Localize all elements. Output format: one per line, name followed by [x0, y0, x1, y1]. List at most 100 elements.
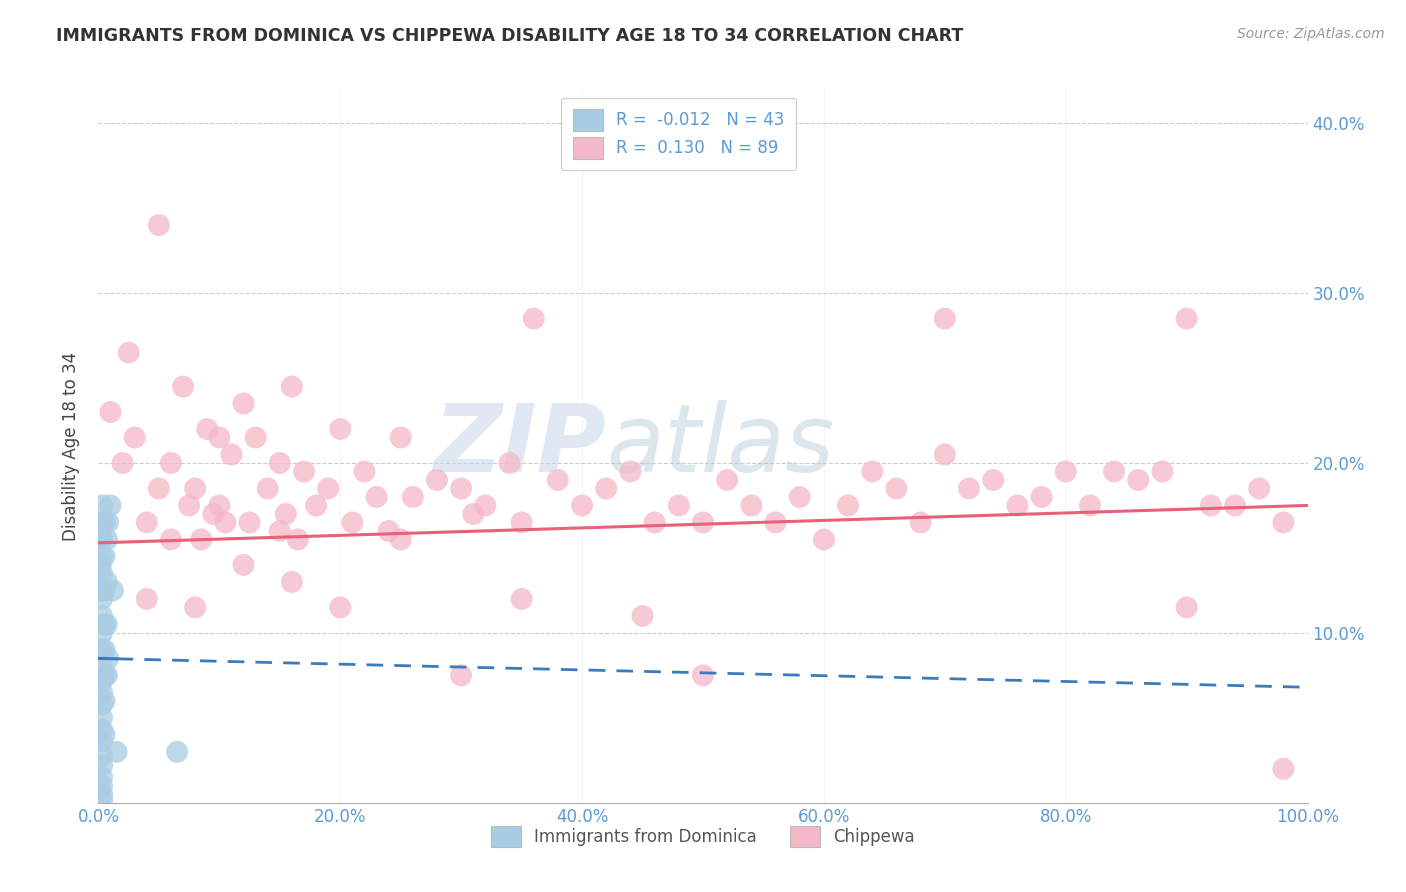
Point	[510, 591, 533, 606]
Y-axis label: Disability Age 18 to 34: Disability Age 18 to 34	[62, 351, 80, 541]
Point	[93, 728, 115, 742]
Point	[208, 430, 231, 444]
Point	[269, 524, 291, 538]
Point	[93, 694, 115, 708]
Point	[245, 430, 267, 444]
Point	[547, 473, 569, 487]
Point	[135, 516, 157, 530]
Point	[1128, 473, 1150, 487]
Point	[93, 549, 115, 564]
Point	[91, 549, 114, 564]
Point	[96, 617, 118, 632]
Point	[91, 792, 114, 806]
Point	[1102, 465, 1125, 479]
Point	[91, 711, 114, 725]
Point	[789, 490, 811, 504]
Point	[644, 516, 666, 530]
Point	[202, 507, 225, 521]
Point	[100, 499, 122, 513]
Point	[1031, 490, 1053, 504]
Point	[93, 583, 115, 598]
Point	[910, 516, 932, 530]
Point	[91, 660, 114, 674]
Point	[91, 626, 114, 640]
Point	[97, 516, 120, 530]
Point	[316, 482, 339, 496]
Text: IMMIGRANTS FROM DOMINICA VS CHIPPEWA DISABILITY AGE 18 TO 34 CORRELATION CHART: IMMIGRANTS FROM DOMINICA VS CHIPPEWA DIS…	[56, 27, 963, 45]
Point	[93, 516, 115, 530]
Point	[692, 516, 714, 530]
Point	[148, 482, 170, 496]
Point	[105, 745, 128, 759]
Point	[631, 608, 654, 623]
Point	[91, 591, 114, 606]
Point	[860, 465, 883, 479]
Point	[740, 499, 762, 513]
Point	[93, 643, 115, 657]
Point	[91, 685, 114, 699]
Point	[91, 533, 114, 547]
Point	[208, 499, 231, 513]
Point	[450, 482, 472, 496]
Point	[111, 456, 134, 470]
Point	[342, 516, 364, 530]
Point	[256, 482, 278, 496]
Point	[239, 516, 262, 530]
Point	[91, 643, 114, 657]
Point	[389, 533, 412, 547]
Point	[91, 723, 114, 737]
Point	[91, 770, 114, 784]
Point	[837, 499, 859, 513]
Point	[474, 499, 496, 513]
Point	[96, 533, 118, 547]
Point	[716, 473, 738, 487]
Point	[90, 533, 112, 547]
Point	[91, 758, 114, 772]
Point	[1272, 762, 1295, 776]
Point	[1152, 465, 1174, 479]
Text: ZIP: ZIP	[433, 400, 606, 492]
Point	[957, 482, 980, 496]
Point	[886, 482, 908, 496]
Point	[184, 600, 207, 615]
Point	[510, 516, 533, 530]
Point	[195, 422, 218, 436]
Point	[166, 745, 188, 759]
Point	[1175, 311, 1198, 326]
Point	[1272, 516, 1295, 530]
Point	[1249, 482, 1271, 496]
Point	[377, 524, 399, 538]
Point	[184, 482, 207, 496]
Point	[221, 448, 243, 462]
Point	[124, 430, 146, 444]
Point	[402, 490, 425, 504]
Point	[91, 787, 114, 801]
Point	[595, 482, 617, 496]
Point	[269, 456, 291, 470]
Point	[96, 668, 118, 682]
Point	[619, 465, 641, 479]
Point	[353, 465, 375, 479]
Text: Source: ZipAtlas.com: Source: ZipAtlas.com	[1237, 27, 1385, 41]
Point	[91, 566, 114, 581]
Point	[389, 430, 412, 444]
Point	[160, 456, 183, 470]
Point	[179, 499, 201, 513]
Point	[135, 591, 157, 606]
Point	[498, 456, 520, 470]
Point	[91, 673, 114, 688]
Point	[287, 533, 309, 547]
Point	[97, 651, 120, 665]
Text: atlas: atlas	[606, 401, 835, 491]
Point	[463, 507, 485, 521]
Point	[329, 422, 352, 436]
Point	[91, 608, 114, 623]
Point	[281, 379, 304, 393]
Point	[281, 574, 304, 589]
Point	[692, 668, 714, 682]
Point	[91, 516, 114, 530]
Point	[934, 448, 956, 462]
Point	[96, 574, 118, 589]
Point	[93, 668, 115, 682]
Point	[90, 558, 112, 572]
